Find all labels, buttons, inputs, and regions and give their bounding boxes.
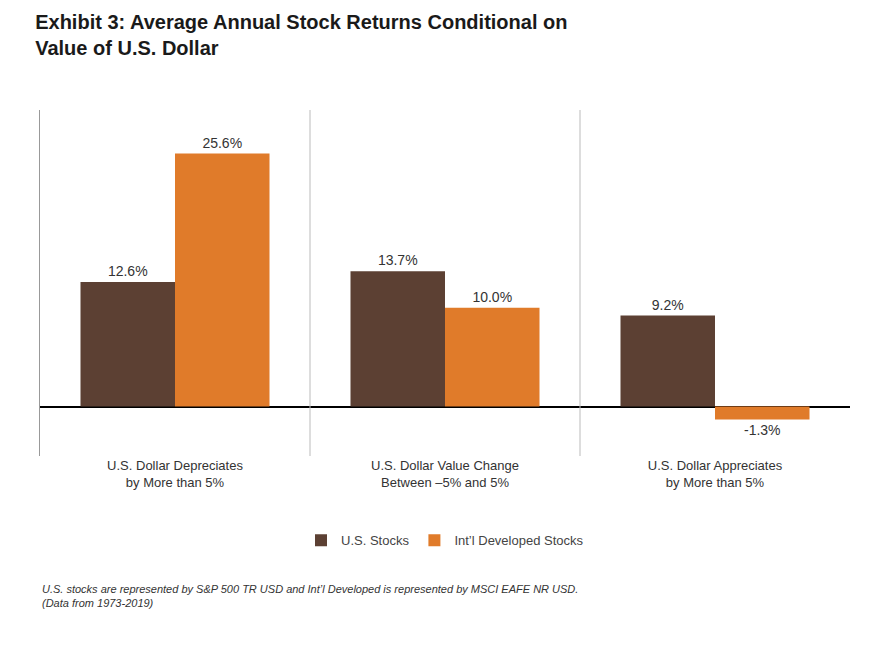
svg-text:9.2%: 9.2% — [652, 297, 684, 313]
svg-text:12.6%: 12.6% — [108, 263, 148, 279]
svg-text:U.S. Dollar Value ChangeBetwee: U.S. Dollar Value ChangeBetween –5% and … — [371, 458, 519, 490]
svg-text:U.S. Dollar Appreciatesby More: U.S. Dollar Appreciatesby More than 5% — [648, 458, 783, 490]
svg-text:13.7%: 13.7% — [378, 252, 418, 268]
svg-text:Exhibit 3: Average Annual Stoc: Exhibit 3: Average Annual Stock Returns … — [35, 11, 567, 59]
svg-text:U.S. Dollar Depreciatesby More: U.S. Dollar Depreciatesby More than 5% — [107, 458, 243, 490]
svg-text:10.0%: 10.0% — [472, 289, 512, 305]
svg-text:25.6%: 25.6% — [202, 135, 242, 151]
svg-text:U.S. Stocks: U.S. Stocks — [341, 533, 409, 548]
svg-text:-1.3%: -1.3% — [744, 422, 781, 438]
svg-text:U.S. stocks are represented by: U.S. stocks are represented by S&P 500 T… — [42, 583, 578, 609]
svg-text:Int’l Developed Stocks: Int’l Developed Stocks — [454, 533, 583, 548]
